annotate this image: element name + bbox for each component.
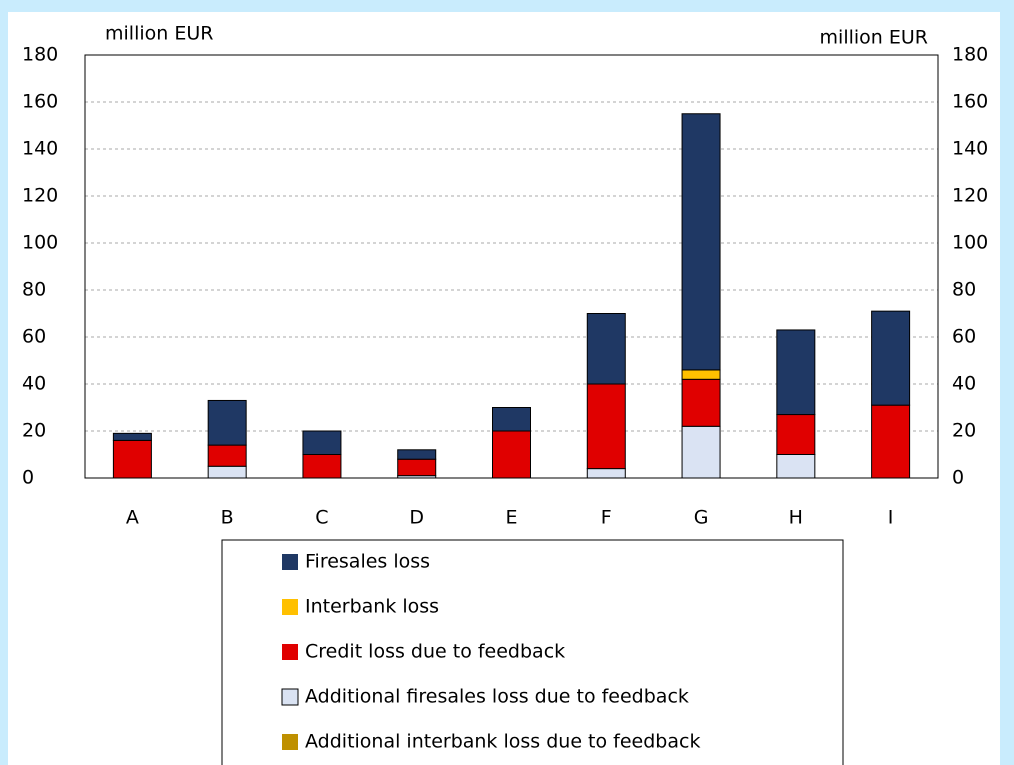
legend-swatch: [282, 599, 298, 615]
y-tick-label: 100: [22, 232, 58, 254]
legend-label: Credit loss due to feedback: [305, 641, 565, 663]
legend-label: Additional interbank loss due to feedbac…: [305, 731, 700, 753]
x-tick-label: D: [409, 507, 424, 529]
y-tick-label: 20: [22, 420, 46, 442]
legend-swatch: [282, 734, 298, 750]
y2-tick-label: 80: [952, 279, 976, 301]
bar-segment: [112, 432, 152, 441]
bar-segment: [207, 465, 247, 479]
x-tick-label: C: [315, 507, 328, 529]
legend-swatch: [281, 688, 299, 706]
bar-segment: [302, 430, 342, 455]
bar-segment: [681, 113, 721, 371]
y2-tick-label: 140: [952, 138, 988, 160]
y2-tick-label: 60: [952, 326, 976, 348]
y2-tick-label: 180: [952, 44, 988, 66]
legend-label: Additional firesales loss due to feedbac…: [305, 686, 689, 708]
bar-segment: [586, 383, 626, 470]
x-tick-label: F: [601, 507, 612, 529]
y-tick-label: 120: [22, 185, 58, 207]
bar-segment: [207, 399, 247, 446]
y-tick-label: 140: [22, 138, 58, 160]
bar-segment: [871, 404, 911, 479]
bar-segment: [207, 444, 247, 467]
y-tick-label: 160: [22, 91, 58, 113]
x-tick-label: E: [505, 507, 517, 529]
y2-tick-label: 0: [952, 467, 964, 489]
bar-segment: [871, 310, 911, 406]
x-tick-label: A: [126, 507, 139, 529]
y2-axis-label: million EUR: [820, 27, 928, 49]
bar-segment: [112, 439, 152, 479]
legend-swatch: [282, 554, 298, 570]
y2-tick-label: 100: [952, 232, 988, 254]
bar-segment: [586, 468, 626, 479]
y-tick-label: 80: [22, 279, 46, 301]
bar-segment: [492, 407, 531, 432]
bar-segment: [776, 454, 816, 479]
bar-segment: [776, 414, 816, 455]
bar-segment: [681, 425, 721, 479]
x-tick-label: G: [694, 507, 709, 529]
y2-tick-label: 120: [952, 185, 988, 207]
bar-segment: [586, 313, 626, 385]
bar-segment: [397, 458, 437, 477]
y2-tick-label: 40: [952, 373, 976, 395]
bar-segment: [302, 454, 342, 479]
legend-swatch: [282, 644, 298, 660]
x-tick-label: B: [221, 507, 234, 529]
y2-tick-label: 20: [952, 420, 976, 442]
legend-label: Interbank loss: [305, 596, 439, 618]
y-tick-label: 40: [22, 373, 46, 395]
y-tick-label: 180: [22, 44, 58, 66]
y-axis-label: million EUR: [105, 23, 213, 45]
legend-label: Firesales loss: [305, 551, 430, 573]
bar-segment: [681, 378, 721, 427]
bar-segment: [492, 430, 531, 479]
legend: [221, 539, 844, 765]
y2-tick-label: 160: [952, 91, 988, 113]
y-tick-label: 60: [22, 326, 46, 348]
x-tick-label: I: [888, 507, 894, 529]
x-tick-label: H: [789, 507, 803, 529]
y-tick-label: 0: [22, 467, 34, 489]
bar-segment: [776, 329, 816, 416]
bar-segment: [681, 369, 721, 380]
bar-segment: [397, 449, 437, 460]
